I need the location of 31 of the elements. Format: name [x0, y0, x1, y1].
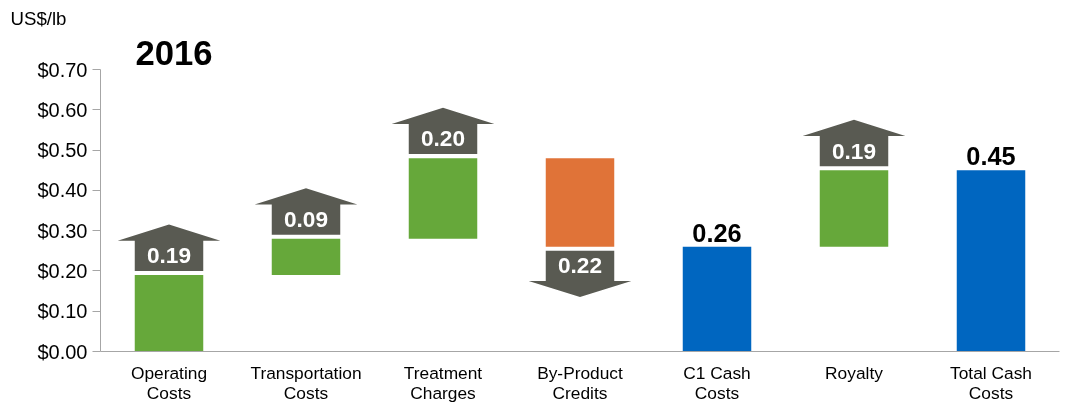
- y-tick-label: $0.70: [37, 58, 88, 81]
- bar: [408, 158, 478, 239]
- x-tick-label: Royalty: [825, 362, 884, 383]
- bar: [819, 170, 889, 247]
- x-tick-label: Treatment Charges: [403, 362, 483, 403]
- bar: [271, 238, 341, 275]
- y-tick-label: $0.30: [37, 219, 88, 242]
- data-label: 0.19: [831, 137, 877, 164]
- y-tick-label: $0.50: [37, 139, 88, 162]
- y-tick-label: $0.20: [37, 259, 88, 282]
- y-axis-title: US$/lb: [10, 7, 67, 29]
- data-label: 0.26: [692, 218, 742, 247]
- x-tick-label: Operating Costs: [130, 362, 208, 403]
- data-label: 0.45: [966, 142, 1016, 171]
- chart-title: 2016: [135, 33, 213, 72]
- bar: [956, 170, 1026, 352]
- x-tick-label: Total Cash Costs: [950, 362, 1032, 403]
- bar: [134, 274, 204, 352]
- data-label: 0.09: [283, 206, 329, 233]
- y-tick-label: $0.10: [37, 300, 88, 323]
- x-tick-label: By-Product Credits: [537, 362, 624, 403]
- y-tick-label: $0.40: [37, 179, 88, 202]
- x-tick-label: C1 Cash Costs: [683, 362, 751, 403]
- data-label: 0.22: [557, 252, 603, 279]
- bar: [545, 158, 615, 247]
- data-label: 0.19: [146, 242, 192, 269]
- y-tick-label: $0.00: [37, 340, 88, 363]
- bar: [682, 246, 752, 352]
- data-label: 0.20: [420, 125, 466, 152]
- y-tick-label: $0.60: [37, 98, 88, 121]
- x-tick-label: Transportation Costs: [250, 362, 362, 403]
